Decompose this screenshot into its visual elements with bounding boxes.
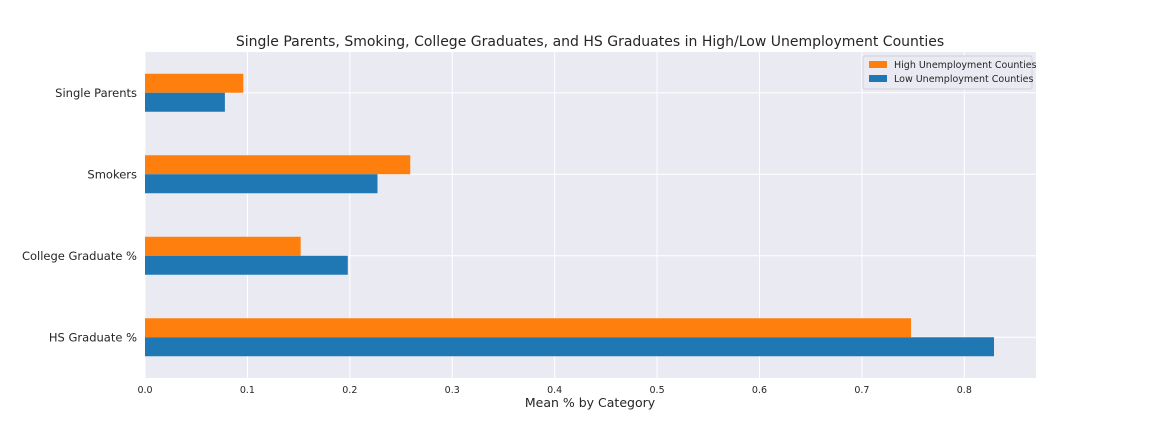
y-tick-labels: Single Parents Smokers College Graduate % H… xyxy=(22,86,137,345)
y-tick-label: HS Graduate % xyxy=(49,330,137,344)
legend-label: Low Unemployment Counties xyxy=(894,74,1033,85)
y-tick-label: College Graduate % xyxy=(22,249,137,263)
bar-high-unemployment xyxy=(145,73,244,93)
bar-high-unemployment xyxy=(145,318,912,338)
y-tick-label: Single Parents xyxy=(55,86,137,100)
x-tick-label: 0.8 xyxy=(957,385,972,396)
x-tick-label: 0.4 xyxy=(547,385,562,396)
legend-box xyxy=(862,55,1033,90)
legend-swatch xyxy=(869,61,887,68)
bar-high-unemployment xyxy=(145,155,411,175)
bar-low-unemployment xyxy=(145,92,225,112)
x-axis-label: Mean % by Category xyxy=(525,395,656,410)
x-tick-labels: 0.0 0.1 0.2 0.3 0.4 0.5 0.6 0.7 0.8 xyxy=(137,385,971,396)
x-tick-label: 0.0 xyxy=(137,385,152,396)
chart-title: Single Parents, Smoking, College Graduat… xyxy=(236,34,944,50)
x-tick-label: 0.1 xyxy=(240,385,255,396)
bar-low-unemployment xyxy=(145,337,995,357)
bar-low-unemployment xyxy=(145,174,378,194)
legend: High Unemployment Counties Low Unemployme… xyxy=(862,55,1037,90)
x-tick-label: 0.7 xyxy=(854,385,869,396)
x-tick-label: 0.5 xyxy=(650,385,665,396)
x-tick-label: 0.2 xyxy=(342,385,357,396)
y-tick-label: Smokers xyxy=(87,167,137,181)
bar-high-unemployment xyxy=(145,236,301,256)
bar-low-unemployment xyxy=(145,255,348,275)
legend-label: High Unemployment Counties xyxy=(894,60,1037,71)
x-tick-label: 0.3 xyxy=(445,385,460,396)
legend-swatch xyxy=(869,75,887,82)
x-tick-label: 0.6 xyxy=(752,385,767,396)
bars xyxy=(145,73,995,357)
